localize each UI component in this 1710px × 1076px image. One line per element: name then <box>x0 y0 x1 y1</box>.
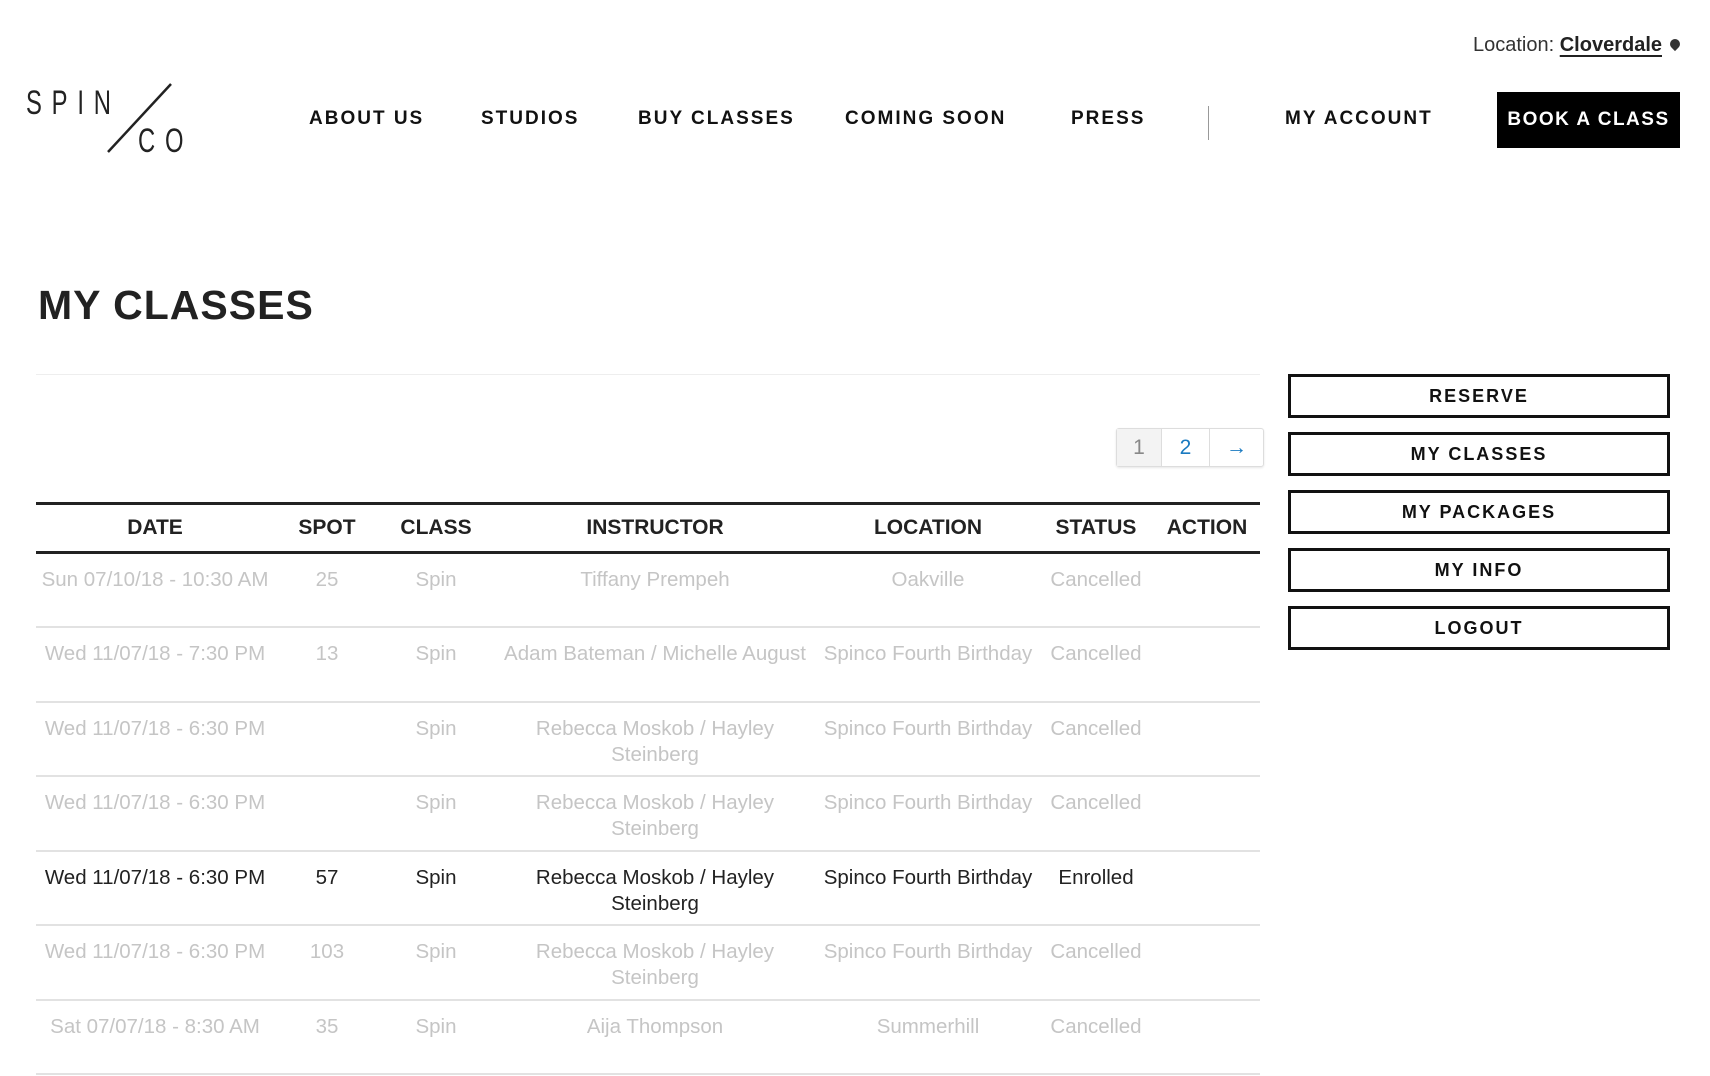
cell-date: Wed 11/07/18 - 6:30 PM <box>36 701 274 777</box>
column-header-status: STATUS <box>1038 502 1154 554</box>
cell-instructor: Rebecca Moskob / Hayley Steinberg <box>492 850 818 926</box>
column-header-instructor: INSTRUCTOR <box>492 502 818 554</box>
cell-status: Cancelled <box>1038 776 1154 852</box>
cell-spot <box>274 701 380 777</box>
cell-location: Spinco Fourth Birthday <box>818 701 1038 777</box>
pagination: 1 2 → <box>1116 428 1264 467</box>
location-label: Location: <box>1473 34 1555 56</box>
table-row: Sun 07/10/18 - 10:30 AM 25 Spin Tiffany Pre… <box>36 552 1260 628</box>
column-header-spot: SPOT <box>274 502 380 554</box>
cell-class: Spin <box>380 850 492 926</box>
cell-date: Sat 07/07/18 - 8:30 AM <box>36 999 274 1075</box>
cell-status: Cancelled <box>1038 925 1154 1001</box>
cell-action <box>1154 627 1260 703</box>
cell-date: Wed 11/07/18 - 6:30 PM <box>36 925 274 1001</box>
cell-action <box>1154 776 1260 852</box>
cell-location: Spinco Fourth Birthday <box>818 850 1038 926</box>
cell-spot: 13 <box>274 627 380 703</box>
cell-date: Sun 07/10/18 - 10:30 AM <box>36 552 274 628</box>
cell-date: Wed 11/07/18 - 6:30 PM <box>36 850 274 926</box>
map-pin-icon <box>1667 36 1683 52</box>
table-row: Sat 07/07/18 - 8:30 AM 35 Spin Aija Thompso… <box>36 999 1260 1075</box>
cell-class: Spin <box>380 552 492 628</box>
my-info-button[interactable]: MY INFO <box>1288 548 1670 592</box>
cell-instructor: Tiffany Prempeh <box>492 552 818 628</box>
table-row: Wed 11/07/18 - 6:30 PM Spin Rebecca Moskob… <box>36 776 1260 852</box>
cell-location: Spinco Fourth Birthday <box>818 776 1038 852</box>
column-header-action: ACTION <box>1154 502 1260 554</box>
nav-press[interactable]: PRESS <box>1071 108 1146 129</box>
reserve-button[interactable]: RESERVE <box>1288 374 1670 418</box>
nav-about-us[interactable]: ABOUT US <box>309 108 425 129</box>
logo[interactable]: SPIN CO <box>26 82 201 154</box>
svg-text:CO: CO <box>138 122 193 154</box>
nav-studios[interactable]: STUDIOS <box>481 108 580 129</box>
location-link[interactable]: Cloverdale <box>1559 34 1662 56</box>
table-row: Wed 11/07/18 - 6:30 PM Spin Rebecca Moskob… <box>36 701 1260 777</box>
cell-class: Spin <box>380 701 492 777</box>
cell-location: Spinco Fourth Birthday <box>818 925 1038 1001</box>
cell-status: Cancelled <box>1038 999 1154 1075</box>
cell-spot <box>274 776 380 852</box>
cell-action <box>1154 850 1260 926</box>
cell-class: Spin <box>380 999 492 1075</box>
cell-action <box>1154 552 1260 628</box>
cell-class: Spin <box>380 627 492 703</box>
cell-status: Cancelled <box>1038 627 1154 703</box>
table-row: Wed 11/07/18 - 6:30 PM 103 Spin Rebecca Mos… <box>36 925 1260 1001</box>
cell-action <box>1154 999 1260 1075</box>
nav-divider <box>1208 106 1209 140</box>
my-packages-button[interactable]: MY PACKAGES <box>1288 490 1670 534</box>
page-1[interactable]: 1 <box>1117 429 1161 466</box>
cell-instructor: Aija Thompson <box>492 999 818 1075</box>
column-header-class: CLASS <box>380 502 492 554</box>
cell-instructor: Rebecca Moskob / Hayley Steinberg <box>492 701 818 777</box>
cell-spot: 35 <box>274 999 380 1075</box>
cell-instructor: Adam Bateman / Michelle August <box>492 627 818 703</box>
logout-button[interactable]: LOGOUT <box>1288 606 1670 650</box>
cell-date: Wed 11/07/18 - 7:30 PM <box>36 627 274 703</box>
cell-location: Spinco Fourth Birthday <box>818 627 1038 703</box>
cell-spot: 103 <box>274 925 380 1001</box>
cell-status: Cancelled <box>1038 552 1154 628</box>
cell-status: Enrolled <box>1038 850 1154 926</box>
cell-spot: 57 <box>274 850 380 926</box>
cell-instructor: Rebecca Moskob / Hayley Steinberg <box>492 925 818 1001</box>
cell-location: Summerhill <box>818 999 1038 1075</box>
nav-coming-soon[interactable]: COMING SOON <box>845 108 1007 129</box>
nav-my-account[interactable]: MY ACCOUNT <box>1285 108 1433 129</box>
column-header-date: DATE <box>36 502 274 554</box>
cell-action <box>1154 925 1260 1001</box>
page-2[interactable]: 2 <box>1161 429 1209 466</box>
svg-text:SPIN: SPIN <box>26 84 121 122</box>
cell-instructor: Rebecca Moskob / Hayley Steinberg <box>492 776 818 852</box>
table-row: Wed 11/07/18 - 7:30 PM 13 Spin Adam Bateman… <box>36 627 1260 703</box>
cell-class: Spin <box>380 776 492 852</box>
nav-buy-classes[interactable]: BUY CLASSES <box>638 108 795 129</box>
page-title: MY CLASSES <box>38 282 314 328</box>
cell-class: Spin <box>380 925 492 1001</box>
next-page-arrow-icon[interactable]: → <box>1209 429 1263 466</box>
divider <box>36 374 1260 375</box>
table-row: Wed 11/07/18 - 6:30 PM 57 Spin Rebecca Mosk… <box>36 850 1260 926</box>
book-a-class-button[interactable]: BOOK A CLASS <box>1497 92 1680 148</box>
cell-status: Cancelled <box>1038 701 1154 777</box>
cell-date: Wed 11/07/18 - 6:30 PM <box>36 776 274 852</box>
location-selector: Location: Cloverdale <box>1473 34 1683 57</box>
cell-spot: 25 <box>274 552 380 628</box>
column-header-location: LOCATION <box>818 502 1038 554</box>
cell-location: Oakville <box>818 552 1038 628</box>
cell-action <box>1154 701 1260 777</box>
my-classes-button[interactable]: MY CLASSES <box>1288 432 1670 476</box>
classes-table: DATE SPOT CLASS INSTRUCTOR LOCATION STATUS ACT… <box>36 502 1260 1075</box>
